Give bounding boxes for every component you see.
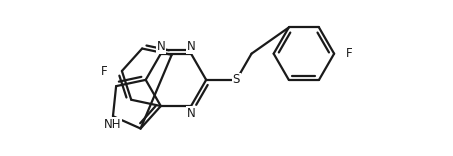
- Text: N: N: [187, 107, 195, 120]
- Text: NH: NH: [104, 118, 122, 131]
- Text: N: N: [187, 40, 195, 53]
- Text: F: F: [101, 64, 107, 78]
- Text: S: S: [233, 73, 240, 86]
- Text: F: F: [346, 47, 352, 60]
- Text: N: N: [156, 40, 165, 53]
